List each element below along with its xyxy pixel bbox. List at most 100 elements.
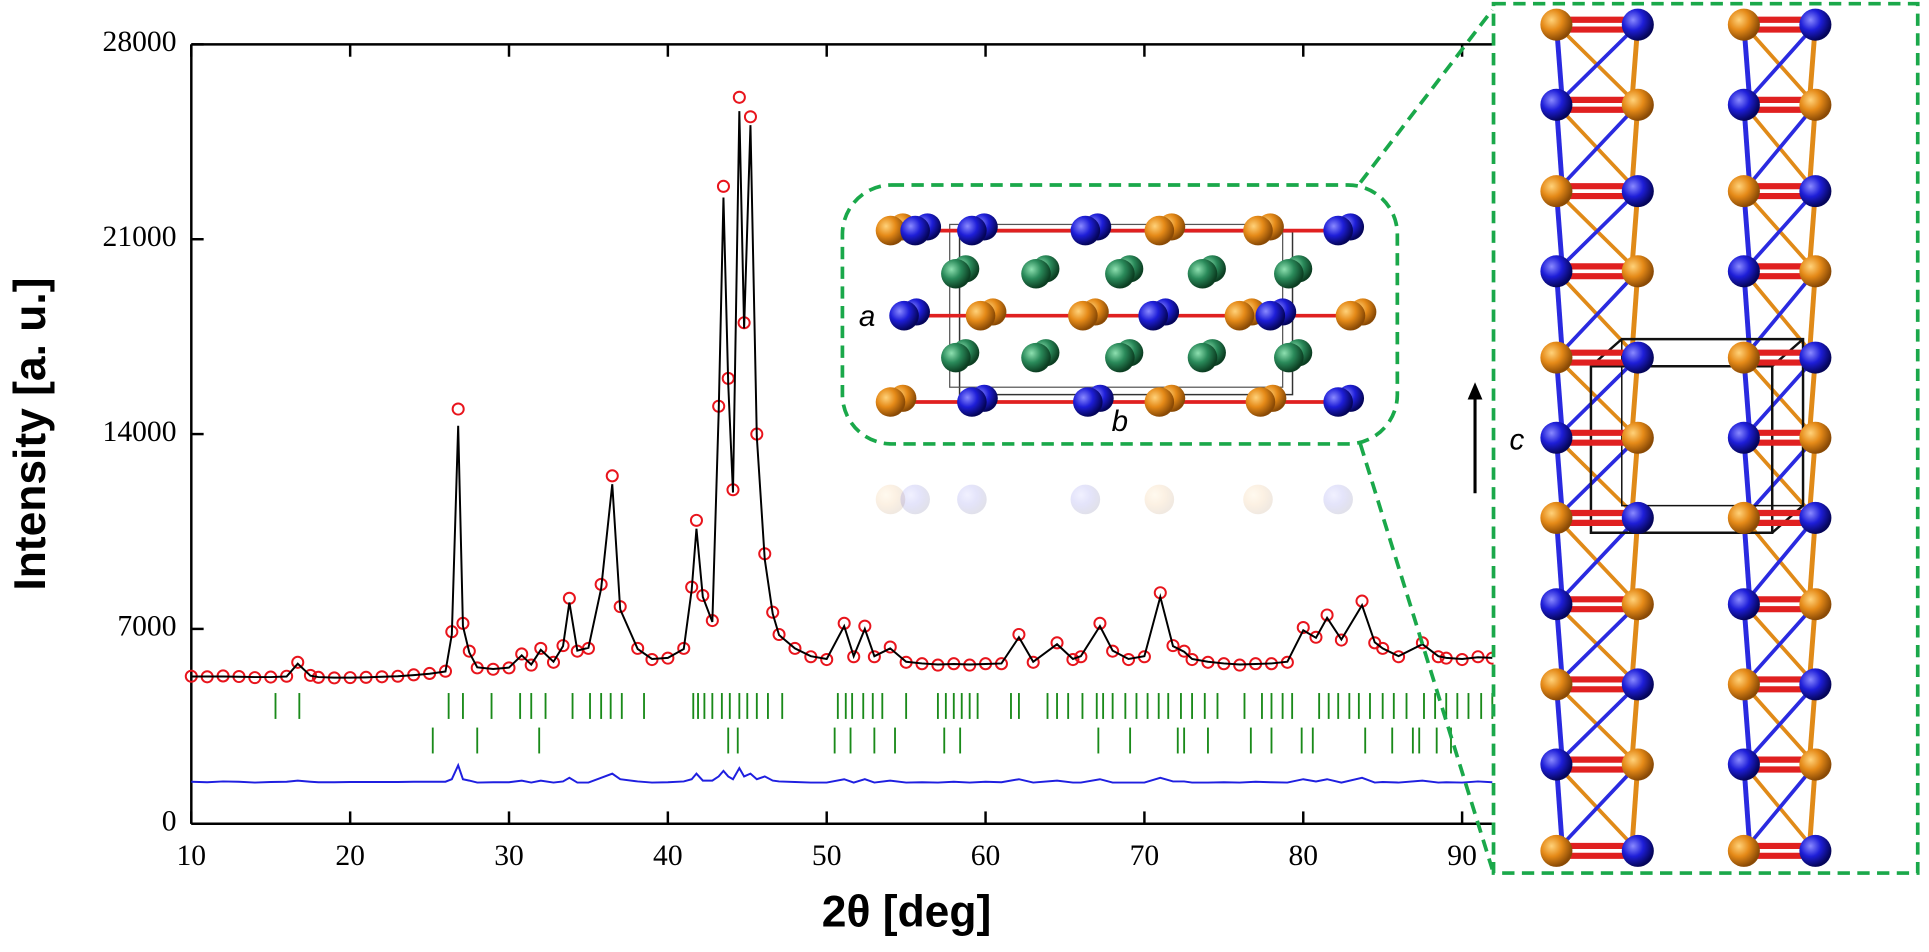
axis-b-label: b [1112, 405, 1128, 438]
atom [1187, 342, 1218, 373]
atom [1144, 215, 1175, 246]
atom [1187, 258, 1218, 289]
observed-point [1296, 620, 1310, 635]
atom [889, 300, 919, 331]
observed-point [883, 640, 897, 654]
axis-a-label: a [859, 300, 875, 333]
atom [1245, 387, 1276, 417]
y-axis-title: Intensity [a. u.] [6, 278, 55, 591]
axis-c-label: c [1510, 423, 1525, 456]
atom [875, 215, 906, 246]
atom [1105, 258, 1135, 289]
observed-point [732, 90, 746, 104]
observed-point [1320, 608, 1334, 622]
bond [1555, 189, 1640, 273]
atom [1727, 668, 1760, 701]
observed-point [1050, 636, 1064, 650]
atom [1323, 215, 1353, 246]
observed-point [1012, 627, 1026, 642]
bond [1742, 270, 1817, 359]
atom [1621, 834, 1654, 867]
atom [1144, 484, 1175, 515]
atom [1068, 300, 1098, 331]
atom [900, 484, 930, 515]
atom [1727, 88, 1760, 121]
atom [875, 387, 906, 417]
x-tick-label: 10 [177, 840, 207, 872]
atom [1540, 175, 1573, 208]
observed-point [1106, 644, 1120, 658]
observed-point [303, 668, 317, 682]
atom [957, 484, 987, 515]
observed-point [1392, 650, 1406, 664]
atom [875, 484, 906, 515]
atom [1021, 258, 1051, 289]
bond [1555, 683, 1640, 766]
atom [1727, 341, 1760, 374]
bond [1742, 103, 1817, 193]
atom [1540, 88, 1573, 121]
atom [1274, 258, 1304, 289]
bond [1742, 516, 1817, 606]
bond [1555, 23, 1640, 107]
atom [1621, 588, 1654, 621]
atom [1621, 175, 1654, 208]
atom [1073, 387, 1103, 417]
observed-point [1093, 616, 1107, 630]
observed-point [524, 658, 538, 672]
observed-point [1074, 650, 1088, 664]
bond [1555, 103, 1640, 193]
y-tick-label: 21000 [103, 221, 177, 253]
observed-point [716, 179, 730, 193]
observed-point [766, 605, 780, 619]
x-tick-label: 50 [812, 840, 842, 872]
atom [1540, 748, 1573, 781]
atom [1727, 501, 1760, 534]
observed-point [605, 469, 619, 483]
atom [1540, 341, 1573, 374]
atom [1727, 8, 1760, 41]
atom [1727, 421, 1760, 454]
bond [1742, 23, 1817, 107]
atom [1727, 255, 1760, 288]
atom [965, 300, 996, 331]
atom [1727, 748, 1760, 781]
atom [1540, 255, 1573, 288]
observed-point [820, 652, 834, 667]
observed-point [534, 641, 548, 655]
atom [1621, 255, 1654, 288]
unit-cell [1589, 337, 1805, 534]
observed-point [772, 627, 786, 642]
atom [1799, 421, 1832, 454]
bond [1742, 603, 1817, 686]
atom [1540, 8, 1573, 41]
atom [1323, 387, 1353, 417]
bond [1742, 683, 1817, 766]
zoom-line [1358, 8, 1494, 184]
atom [1621, 668, 1654, 701]
atom [1621, 748, 1654, 781]
plot: 0 7000 14000 21000 28000 10 20 30 40 50 60 70 80 90 [103, 26, 1499, 872]
atom [941, 342, 971, 373]
atom [1540, 588, 1573, 621]
x-tick-label: 90 [1447, 840, 1477, 872]
observed-point [515, 647, 529, 661]
atom [1799, 88, 1832, 121]
observed-point [631, 641, 645, 655]
atom [1144, 387, 1175, 417]
atom [1540, 421, 1573, 454]
atom [1621, 341, 1654, 374]
atom [1540, 668, 1573, 701]
atom [1621, 501, 1654, 534]
x-tick-label: 30 [494, 840, 524, 872]
atom [1727, 588, 1760, 621]
bond [1555, 356, 1640, 440]
bond [1555, 763, 1640, 853]
atom [1274, 342, 1304, 373]
observed-point [462, 644, 476, 658]
observed-point [1309, 630, 1323, 644]
atom [1799, 668, 1832, 701]
bond [1742, 763, 1817, 853]
atom [1727, 175, 1760, 208]
